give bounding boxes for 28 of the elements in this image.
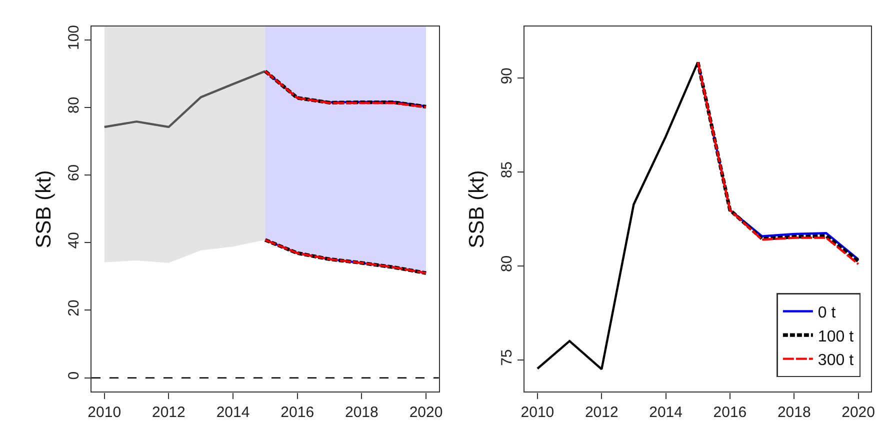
y-tick-label: 80 bbox=[65, 96, 82, 114]
y-tick-label: 0 bbox=[65, 371, 82, 380]
line-series bbox=[103, 70, 266, 128]
y-tick-label: 100 bbox=[65, 25, 82, 50]
x-tick-label: 2020 bbox=[409, 404, 443, 421]
legend-label: 100 t bbox=[818, 328, 854, 346]
y-axis-title: SSB (kt) bbox=[466, 170, 489, 248]
x-tick-label: 2016 bbox=[713, 404, 747, 421]
x-tick-label: 2010 bbox=[520, 404, 554, 421]
x-tick-label: 2012 bbox=[584, 404, 618, 421]
x-tick-label: 2020 bbox=[842, 404, 875, 421]
x-tick-label: 2012 bbox=[152, 404, 186, 421]
y-tick-label: 60 bbox=[65, 164, 82, 182]
y-tick-label: 85 bbox=[498, 161, 516, 178]
legend-label: 300 t bbox=[818, 352, 854, 370]
legend-label: 0 t bbox=[818, 304, 836, 322]
y-tick-label: 90 bbox=[498, 68, 516, 84]
x-tick-label: 2014 bbox=[649, 404, 682, 421]
x-tick-label: 2018 bbox=[777, 404, 811, 421]
y-tick-label: 75 bbox=[498, 349, 516, 366]
y-tick-label: 80 bbox=[498, 255, 516, 272]
x-tick-label: 2016 bbox=[280, 404, 314, 421]
x-tick-label: 2018 bbox=[344, 404, 378, 421]
y-tick-label: 20 bbox=[65, 300, 82, 316]
y-axis-title: SSB (kt) bbox=[32, 170, 56, 248]
x-tick-label: 2010 bbox=[88, 404, 122, 421]
x-tick-label: 2014 bbox=[216, 404, 250, 421]
y-tick-label: 40 bbox=[65, 232, 82, 249]
